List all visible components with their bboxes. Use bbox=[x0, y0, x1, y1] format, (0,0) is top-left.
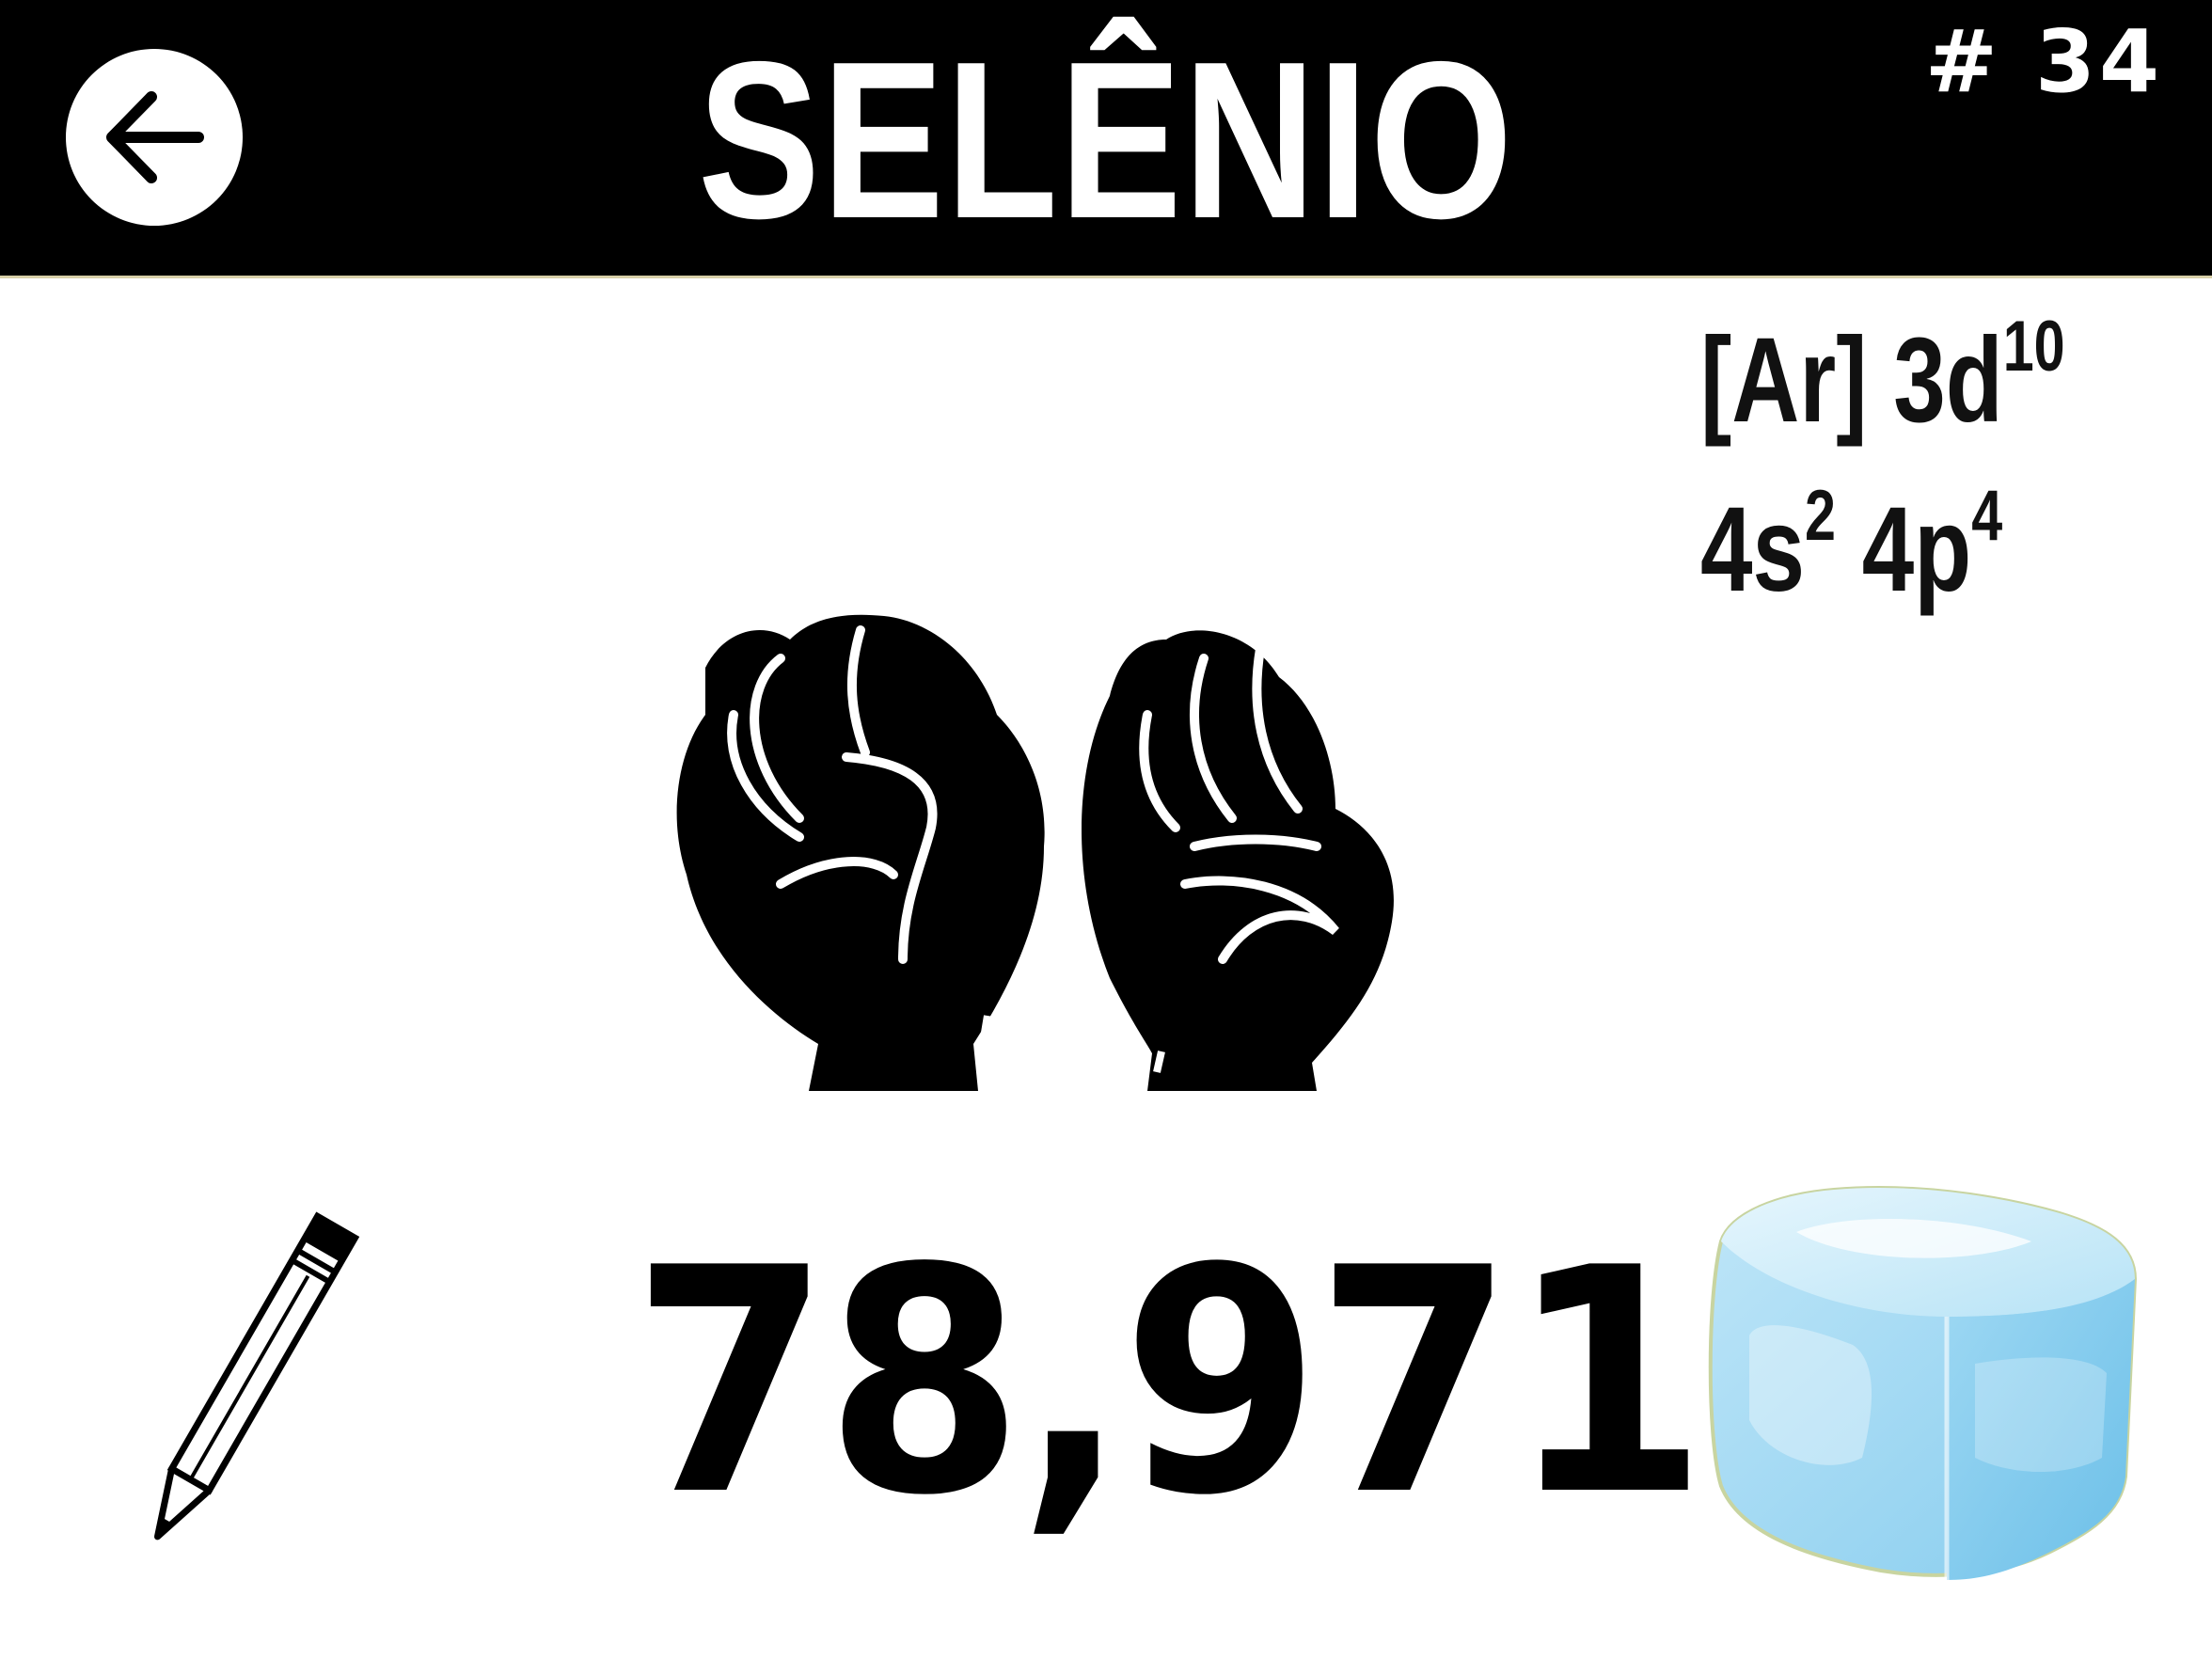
config-text: 4p bbox=[1836, 482, 1972, 617]
header-bar: SELÊNIO # 34 bbox=[0, 0, 2212, 278]
config-superscript: 4 bbox=[1971, 476, 2003, 556]
config-text: [Ar] 3d bbox=[1700, 313, 2003, 448]
right-fist-icon bbox=[1082, 630, 1394, 1091]
left-fist-icon bbox=[676, 614, 1045, 1091]
back-button[interactable] bbox=[66, 49, 243, 226]
element-name: SELÊNIO bbox=[697, 16, 1515, 265]
electron-config-line-2: 4s2 4p4 bbox=[1700, 481, 2002, 611]
ice-cube-icon bbox=[1708, 1185, 2138, 1580]
config-superscript: 10 bbox=[2002, 307, 2065, 387]
arrow-left-icon bbox=[106, 91, 204, 183]
atomic-mass: 78,971 bbox=[631, 1202, 1708, 1563]
atomic-number: # 34 bbox=[1924, 11, 2163, 112]
config-text: 4s bbox=[1700, 482, 1806, 617]
fist-hands-icon bbox=[676, 614, 1394, 1091]
electron-config-line-1: [Ar] 3d10 bbox=[1700, 311, 2065, 442]
config-superscript: 2 bbox=[1805, 476, 1837, 556]
pencil-icon bbox=[154, 1211, 360, 1540]
